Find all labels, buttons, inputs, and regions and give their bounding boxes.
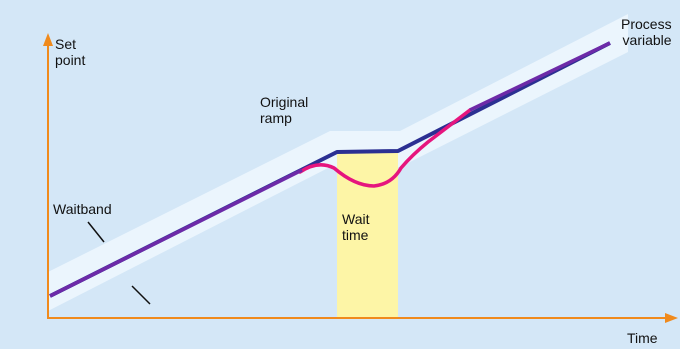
wait-time-label: Wait time	[342, 211, 370, 243]
waitband-leader-upper	[87, 221, 105, 243]
process-variable-line	[298, 108, 472, 188]
y-axis-arrow-icon	[43, 33, 53, 46]
y-axis-label: Set point	[55, 36, 86, 68]
x-axis-arrow-icon	[665, 313, 678, 323]
waitband-label: Waitband	[53, 201, 112, 217]
waitband-leader-lower	[131, 285, 151, 305]
process-variable-label: Process variable	[621, 16, 672, 48]
original-ramp-overlay	[49, 168, 303, 298]
ramp-final-segment	[469, 41, 611, 112]
original-ramp-label: Original ramp	[260, 94, 309, 126]
x-axis-label: Time	[627, 330, 658, 346]
